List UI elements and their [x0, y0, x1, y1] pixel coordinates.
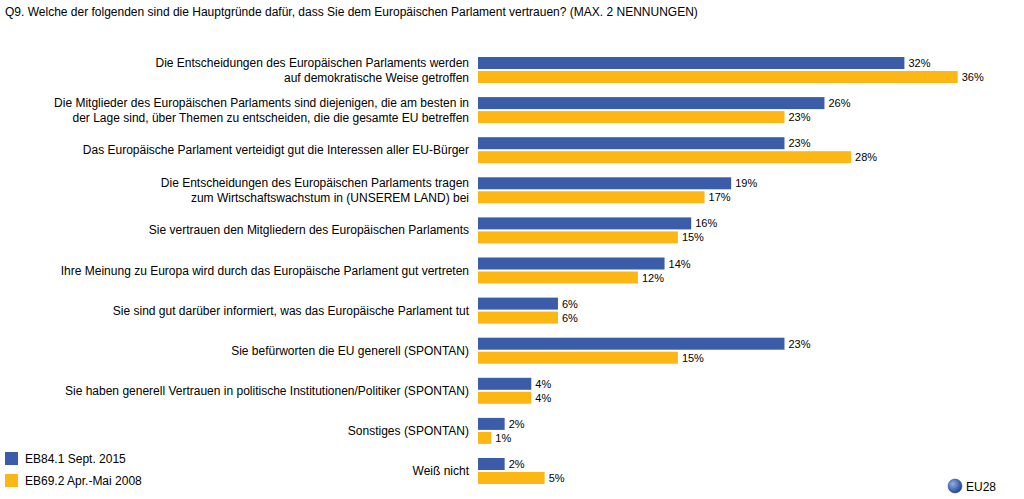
data-label: 23% [788, 338, 810, 350]
bar [478, 298, 558, 310]
bar [478, 432, 491, 444]
legend-label: EB69.2 Apr.-Mai 2008 [25, 474, 142, 488]
bar [478, 71, 958, 83]
bars [478, 57, 958, 484]
bar [478, 217, 691, 229]
legend-swatch [5, 474, 18, 487]
category-label: Ihre Meinung zu Europa wird durch das Eu… [61, 264, 469, 278]
annotation: EU28 [966, 480, 996, 494]
data-labels: 32% 26% 23% 19% 16% 14% 6% 23% 4% 2% 2% 36% 23% 28% 17… [495, 57, 984, 484]
bar [478, 472, 545, 484]
data-label: 14% [669, 258, 691, 270]
data-label: 16% [695, 217, 717, 229]
data-label: 23% [788, 111, 810, 123]
bar [478, 392, 531, 404]
category-label: Sie vertrauen den Mitgliedern des Europä… [149, 223, 469, 237]
bar [478, 151, 851, 163]
data-label: 2% [509, 418, 525, 430]
data-label: 36% [962, 71, 984, 83]
category-label: Die Entscheidungen des Europäischen Parl… [161, 176, 469, 205]
bar [478, 231, 678, 243]
data-label: 5% [549, 472, 565, 484]
bar [478, 338, 784, 350]
category-label: Sie sind gut darüber informiert, was das… [113, 304, 470, 318]
title: Q9. Welche der folgenden sind die Hauptg… [5, 5, 698, 19]
data-label: 4% [535, 392, 551, 404]
data-label: 15% [682, 231, 704, 243]
data-label: 28% [855, 151, 877, 163]
bar [478, 418, 505, 430]
bar [478, 378, 531, 390]
bar [478, 191, 705, 203]
data-label: 32% [908, 57, 930, 69]
data-label: 12% [642, 272, 664, 284]
category-label: Weiß nicht [413, 464, 470, 478]
bar [478, 97, 824, 109]
globe-icon [948, 479, 962, 493]
data-label: 17% [709, 191, 731, 203]
bar [478, 57, 904, 69]
data-label: 6% [562, 312, 578, 324]
category-label: Das Europäische Parlament verteidigt gut… [83, 143, 469, 157]
data-label: 6% [562, 298, 578, 310]
legend: EB84.1 Sept. 2015 EB69.2 Apr.-Mai 2008 [5, 452, 142, 488]
bar [478, 177, 731, 189]
category-label: Die Entscheidungen des Europäischen Parl… [155, 56, 469, 85]
category-label: Sonstiges (SPONTAN) [348, 424, 469, 438]
data-label: 1% [495, 432, 511, 444]
legend-swatch [5, 452, 18, 465]
category-label: Sie haben generell Vertrauen in politisc… [65, 384, 469, 398]
bar [478, 111, 784, 123]
bar [478, 458, 505, 470]
bar [478, 272, 638, 284]
data-label: 15% [682, 352, 704, 364]
data-label: 2% [509, 458, 525, 470]
chart: Q9. Welche der folgenden sind die Hauptg… [0, 0, 1024, 499]
bar [478, 352, 678, 364]
data-label: 19% [735, 177, 757, 189]
legend-label: EB84.1 Sept. 2015 [25, 452, 126, 466]
category-label: Die Mitglieder des Europäischen Parlamen… [54, 96, 469, 125]
data-label: 23% [788, 137, 810, 149]
data-label: 26% [828, 97, 850, 109]
data-label: 4% [535, 378, 551, 390]
bar [478, 258, 665, 270]
category-label: Sie befürworten die EU generell (SPONTAN… [231, 344, 469, 358]
bar [478, 312, 558, 324]
bar [478, 137, 784, 149]
